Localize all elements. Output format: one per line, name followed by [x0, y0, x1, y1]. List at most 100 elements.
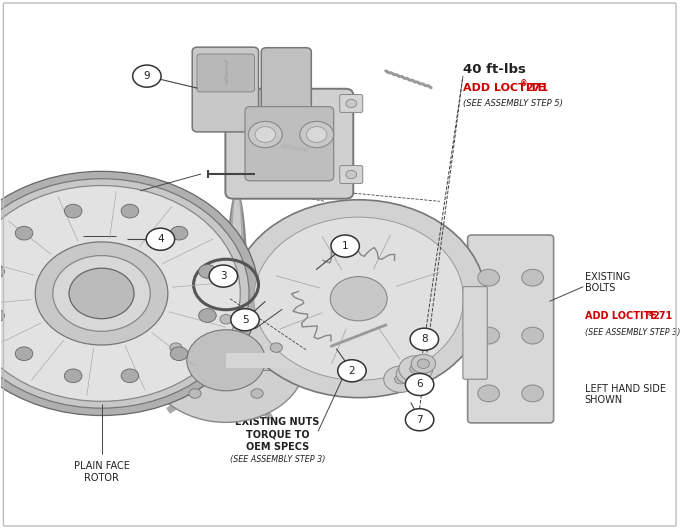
Text: ®: ®	[520, 80, 527, 89]
Bar	[226, 350, 300, 370]
Text: ADD LOCTITE: ADD LOCTITE	[584, 312, 657, 321]
Circle shape	[121, 369, 139, 382]
Text: 4: 4	[157, 234, 164, 244]
Circle shape	[405, 373, 434, 396]
FancyBboxPatch shape	[261, 48, 312, 129]
Text: ADD LOCTITE: ADD LOCTITE	[463, 84, 545, 94]
Text: ROTOR: ROTOR	[84, 473, 119, 484]
Circle shape	[337, 360, 366, 382]
Circle shape	[220, 315, 232, 324]
Circle shape	[0, 308, 4, 322]
Circle shape	[405, 409, 434, 431]
FancyBboxPatch shape	[193, 47, 258, 132]
Text: 9: 9	[144, 71, 150, 81]
Circle shape	[133, 65, 161, 87]
Circle shape	[478, 269, 499, 286]
Text: 1: 1	[342, 241, 349, 251]
Circle shape	[396, 364, 421, 384]
Circle shape	[331, 235, 359, 257]
Text: 8: 8	[421, 334, 428, 344]
Circle shape	[411, 354, 435, 373]
Text: PAD RETAINER: PAD RETAINER	[71, 177, 141, 187]
Circle shape	[384, 366, 418, 393]
Text: 271: 271	[525, 84, 548, 94]
Circle shape	[146, 228, 174, 250]
FancyBboxPatch shape	[340, 166, 363, 184]
Circle shape	[410, 364, 422, 373]
Circle shape	[170, 226, 188, 240]
Text: LEFT HAND SIDE: LEFT HAND SIDE	[584, 385, 666, 395]
Ellipse shape	[232, 191, 242, 396]
Circle shape	[256, 126, 276, 142]
Circle shape	[478, 385, 499, 402]
FancyBboxPatch shape	[463, 287, 487, 379]
Circle shape	[199, 308, 216, 322]
Text: 5: 5	[241, 315, 248, 325]
Circle shape	[410, 328, 438, 350]
Circle shape	[270, 343, 282, 352]
Circle shape	[330, 277, 387, 321]
Circle shape	[300, 121, 334, 148]
Text: EXISTING: EXISTING	[584, 272, 630, 282]
Circle shape	[346, 170, 357, 179]
Circle shape	[0, 186, 240, 402]
FancyBboxPatch shape	[340, 95, 363, 113]
FancyBboxPatch shape	[225, 89, 354, 199]
Circle shape	[15, 226, 33, 240]
Circle shape	[248, 121, 282, 148]
Circle shape	[121, 204, 139, 218]
Text: 271: 271	[652, 312, 673, 321]
Circle shape	[199, 264, 216, 278]
Circle shape	[231, 309, 259, 331]
Circle shape	[478, 327, 499, 344]
Text: wilwood: wilwood	[279, 142, 309, 154]
Circle shape	[187, 330, 265, 391]
Circle shape	[15, 347, 33, 361]
Text: (SEE ASSEMBLY STEP 3): (SEE ASSEMBLY STEP 3)	[584, 328, 680, 337]
Text: OEM SPECS: OEM SPECS	[246, 442, 309, 452]
Circle shape	[522, 327, 543, 344]
Circle shape	[346, 99, 357, 108]
Circle shape	[64, 369, 82, 382]
Circle shape	[254, 217, 463, 380]
Text: EXISTING: EXISTING	[221, 316, 266, 326]
Text: PLAIN FACE: PLAIN FACE	[74, 461, 130, 471]
Text: COTTER PIN: COTTER PIN	[77, 190, 136, 200]
FancyBboxPatch shape	[197, 54, 255, 92]
Ellipse shape	[229, 191, 245, 396]
Circle shape	[251, 389, 263, 398]
Text: (SEE ASSEMBLY STEP 3): (SEE ASSEMBLY STEP 3)	[230, 455, 326, 464]
FancyBboxPatch shape	[245, 107, 334, 181]
Circle shape	[402, 369, 414, 379]
Circle shape	[232, 200, 486, 398]
Circle shape	[52, 256, 150, 331]
Circle shape	[307, 126, 327, 142]
Circle shape	[170, 347, 188, 361]
Circle shape	[0, 171, 258, 415]
Text: EXISTING NUTS: EXISTING NUTS	[235, 417, 320, 427]
Text: SHOWN: SHOWN	[584, 395, 623, 405]
Text: 6: 6	[416, 379, 423, 389]
Circle shape	[417, 359, 430, 369]
Circle shape	[0, 179, 249, 408]
Text: 40 ft-lbs: 40 ft-lbs	[463, 63, 526, 76]
Ellipse shape	[226, 191, 248, 396]
Text: TORQUE TO: TORQUE TO	[246, 430, 309, 440]
Circle shape	[395, 375, 407, 384]
Text: 2: 2	[349, 366, 355, 376]
FancyBboxPatch shape	[468, 235, 554, 423]
Circle shape	[35, 242, 168, 345]
Text: ®: ®	[647, 311, 655, 317]
Text: BOLTS: BOLTS	[584, 283, 615, 293]
Text: 7: 7	[416, 415, 423, 425]
Text: AXLE: AXLE	[231, 329, 256, 339]
Text: 3: 3	[220, 271, 227, 281]
Circle shape	[209, 265, 237, 287]
Circle shape	[64, 204, 82, 218]
Circle shape	[189, 389, 201, 398]
Circle shape	[399, 355, 433, 382]
Text: (SEE ASSEMBLY STEP 5): (SEE ASSEMBLY STEP 5)	[463, 99, 563, 108]
Circle shape	[522, 269, 543, 286]
Circle shape	[69, 268, 134, 318]
Text: SRP DRILLED/SLOTTED: SRP DRILLED/SLOTTED	[10, 216, 121, 226]
